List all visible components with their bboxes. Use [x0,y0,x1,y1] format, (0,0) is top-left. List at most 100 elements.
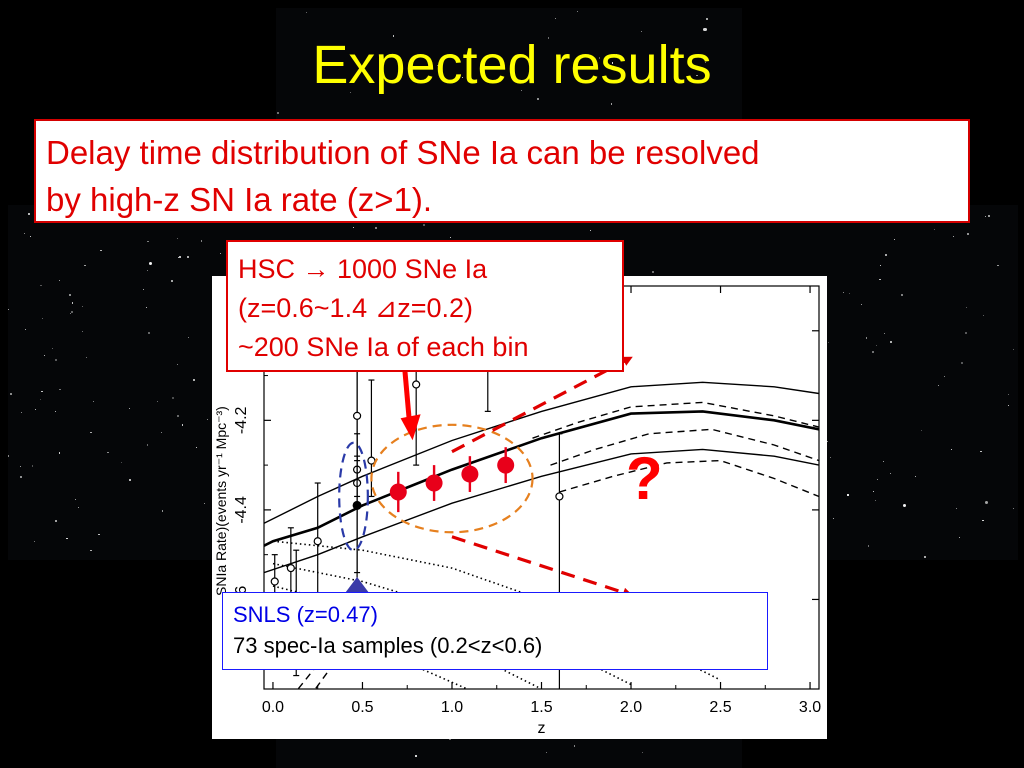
red-pointer-arrow-head [400,414,421,441]
star [120,462,122,464]
x-tick-label: 1.0 [441,699,463,716]
star [160,431,162,433]
star [170,279,173,282]
star [468,79,471,81]
star [987,214,990,217]
star [980,451,982,453]
star [177,415,179,417]
star [545,752,547,754]
star [641,30,643,32]
star [40,285,42,287]
y-axis-label: SNIa Rate)(events yr⁻¹ Mpc⁻³) [213,406,229,596]
data-point-open [412,380,421,389]
star [449,236,452,239]
star [187,336,189,339]
hsc-line-3: ~200 SNe Ia of each bin [238,332,529,362]
model-curve-dashed [532,401,819,439]
star [206,418,209,420]
star [177,257,179,259]
star [964,332,967,335]
star [827,440,829,442]
star [982,519,984,521]
star [872,491,875,493]
star [176,364,178,366]
model-curve-solid-thick [264,410,819,547]
star [59,388,61,390]
hsc-line-1: HSC → 1000 SNe Ia [238,254,488,284]
star [436,65,438,67]
star [893,238,895,240]
star [129,479,131,481]
star [706,17,709,20]
star [879,279,881,281]
star [849,293,851,295]
callout-line-1: Delay time distribution of SNe Ia can be… [46,134,760,171]
star [889,341,892,344]
snls-subtitle: 73 spec-Ia samples (0.2<z<0.6) [233,633,543,658]
snls-title: SNLS (z=0.47) [233,602,378,627]
star [902,503,907,508]
star [31,465,33,467]
star [54,359,57,362]
star [19,476,22,479]
y-tick-label: -4.4 [233,496,250,524]
star [143,289,145,291]
star [876,478,878,481]
star [860,304,863,306]
star [422,223,425,226]
star [882,460,884,463]
star [955,508,957,510]
star [66,537,68,540]
star [829,456,831,458]
star [610,103,613,105]
star [651,271,654,274]
star [74,499,77,501]
star [305,11,307,14]
star [69,312,72,314]
x-tick-label: 1.5 [530,699,552,716]
star [107,451,109,453]
star [585,81,587,83]
x-tick-label: 0.0 [262,699,284,716]
star [965,306,968,308]
star [966,232,969,235]
star [703,27,707,32]
data-point-open [352,411,362,420]
star [54,520,57,523]
star [914,475,916,477]
star [612,62,614,64]
star [187,256,189,258]
model-curve-dashed [550,428,819,466]
data-point-open [270,577,279,586]
star [41,318,43,320]
star [8,455,10,457]
star [520,89,523,91]
star [1013,507,1015,510]
star [1008,394,1010,396]
star [696,75,698,77]
callout-line-2: by high-z SN Ia rate (z>1). [46,181,433,218]
star [547,37,549,39]
star [415,755,417,757]
slide-title: Expected results [312,35,712,95]
star [883,332,885,334]
data-point-open [555,492,564,501]
star [92,401,94,403]
star [984,500,989,505]
star [161,510,163,512]
star [195,446,198,448]
star [872,351,875,354]
star [147,331,150,334]
x-tick-label: 2.0 [620,699,642,716]
data-point-open [286,564,295,573]
hsc-predicted-point [461,465,479,483]
star [573,745,576,747]
star [40,398,42,401]
hsc-predicted-point [425,474,443,492]
hsc-info-box: HSC → 1000 SNe Ia (z=0.6~1.4 ⊿z=0.2) ~20… [226,240,624,372]
star [29,235,31,237]
red-dashed-arrow [451,535,633,598]
star [179,256,182,259]
data-point-open [313,537,322,546]
star [576,11,579,13]
